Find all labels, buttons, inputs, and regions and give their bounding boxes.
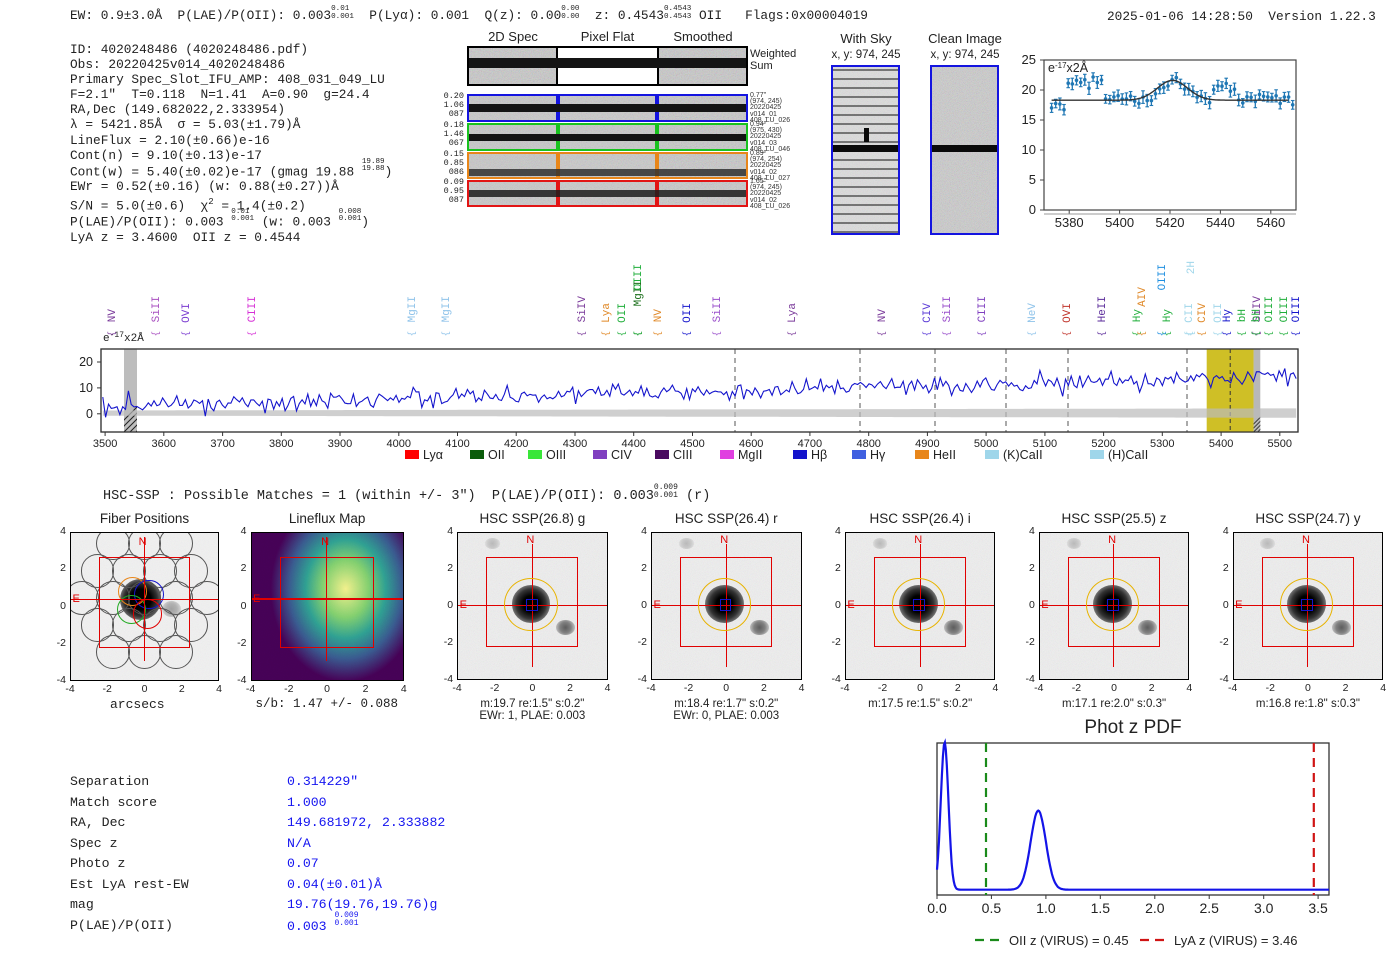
svg-text:0.0: 0.0: [927, 900, 947, 916]
svg-text:OII z (VIRUS) = 0.45: OII z (VIRUS) = 0.45: [1009, 933, 1129, 948]
svg-text:1.5: 1.5: [1091, 900, 1111, 916]
svg-text:2.0: 2.0: [1145, 900, 1165, 916]
svg-text:3.0: 3.0: [1254, 900, 1274, 916]
svg-text:LyA z (VIRUS) = 3.46: LyA z (VIRUS) = 3.46: [1174, 933, 1297, 948]
svg-text:1.0: 1.0: [1036, 900, 1056, 916]
svg-text:Phot z PDF: Phot z PDF: [1084, 717, 1181, 738]
svg-text:0.5: 0.5: [982, 900, 1002, 916]
svg-text:3.5: 3.5: [1308, 900, 1328, 916]
svg-text:2.5: 2.5: [1199, 900, 1219, 916]
